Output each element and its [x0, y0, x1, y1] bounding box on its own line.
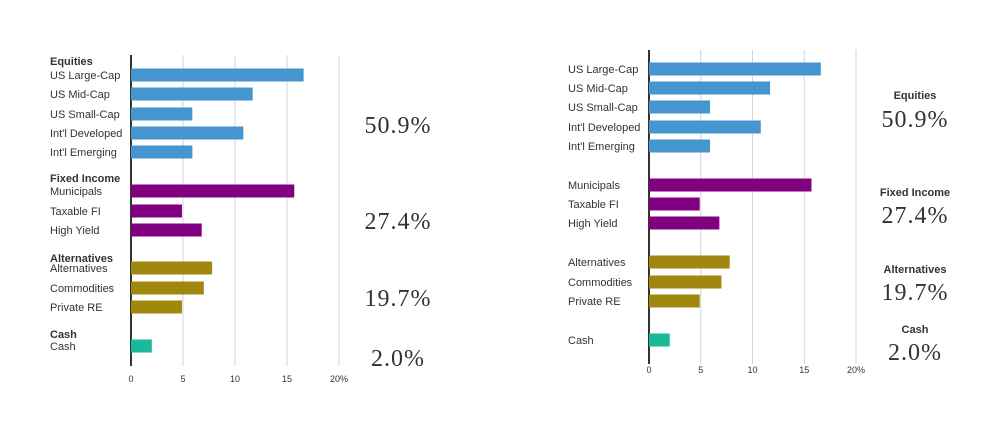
x-tick-label: 0 [128, 374, 133, 384]
group-header: Equities [50, 56, 93, 68]
bar [131, 126, 244, 140]
category-label: US Mid-Cap [568, 83, 628, 95]
category-label: US Large-Cap [50, 70, 120, 82]
category-label: Private RE [568, 296, 621, 308]
bar [131, 68, 304, 82]
x-tick-label: 20% [847, 365, 865, 375]
bar [131, 223, 202, 237]
bar [649, 62, 821, 76]
group-total-value: 19.7% [882, 280, 949, 306]
category-label: Municipals [50, 186, 102, 198]
group-header: Fixed Income [50, 173, 120, 185]
category-label: Int'l Emerging [50, 147, 117, 159]
bar [649, 178, 812, 192]
bar [131, 107, 193, 121]
bar [649, 255, 730, 269]
bar [131, 261, 213, 275]
x-tick-label: 20% [330, 374, 348, 384]
bar [131, 184, 295, 198]
category-label: Cash [50, 341, 76, 353]
bar [131, 87, 253, 101]
x-tick-label: 0 [646, 365, 651, 375]
bar [131, 204, 182, 218]
category-label: US Large-Cap [568, 64, 638, 76]
category-label: Cash [568, 335, 594, 347]
category-label: Private RE [50, 302, 103, 314]
x-tick-label: 15 [282, 374, 292, 384]
category-label: US Small-Cap [568, 102, 638, 114]
bar [649, 294, 700, 308]
group-total-label: Fixed Income [880, 187, 950, 199]
bar [649, 216, 720, 230]
group-total-label: Equities [894, 90, 937, 102]
group-header: Cash [50, 329, 77, 341]
group-total-value: 19.7% [365, 286, 432, 312]
category-label: Municipals [568, 180, 620, 192]
bar [649, 197, 700, 211]
category-label: Taxable FI [50, 206, 101, 218]
bar [649, 139, 711, 153]
x-tick-label: 5 [698, 365, 703, 375]
bar [649, 100, 711, 114]
bar [131, 145, 193, 159]
x-tick-label: 5 [180, 374, 185, 384]
category-label: Commodities [50, 283, 115, 295]
bar [649, 120, 761, 134]
group-total-label: Alternatives [884, 264, 947, 276]
group-total-value: 27.4% [365, 209, 432, 235]
category-label: High Yield [50, 225, 100, 237]
x-tick-label: 10 [230, 374, 240, 384]
category-label: Int'l Emerging [568, 141, 635, 153]
category-label: US Small-Cap [50, 109, 120, 121]
bar [649, 81, 771, 95]
group-total-value: 2.0% [371, 346, 425, 372]
bar [131, 281, 204, 295]
group-total-value: 2.0% [888, 340, 942, 366]
bar [131, 339, 152, 353]
category-label: Int'l Developed [568, 122, 640, 134]
bar [649, 275, 722, 289]
bar [649, 333, 670, 347]
category-label: Alternatives [50, 263, 108, 275]
category-label: Commodities [568, 277, 633, 289]
bar [131, 300, 182, 314]
x-tick-label: 10 [747, 365, 757, 375]
category-label: US Mid-Cap [50, 89, 110, 101]
group-total-label: Cash [902, 324, 929, 336]
x-tick-label: 15 [799, 365, 809, 375]
category-label: High Yield [568, 218, 618, 230]
category-label: Taxable FI [568, 199, 619, 211]
category-label: Int'l Developed [50, 128, 122, 140]
group-total-value: 50.9% [882, 107, 949, 133]
group-total-value: 27.4% [882, 203, 949, 229]
group-header: Alternatives [50, 253, 113, 265]
category-label: Alternatives [568, 257, 626, 269]
group-total-value: 50.9% [365, 113, 432, 139]
